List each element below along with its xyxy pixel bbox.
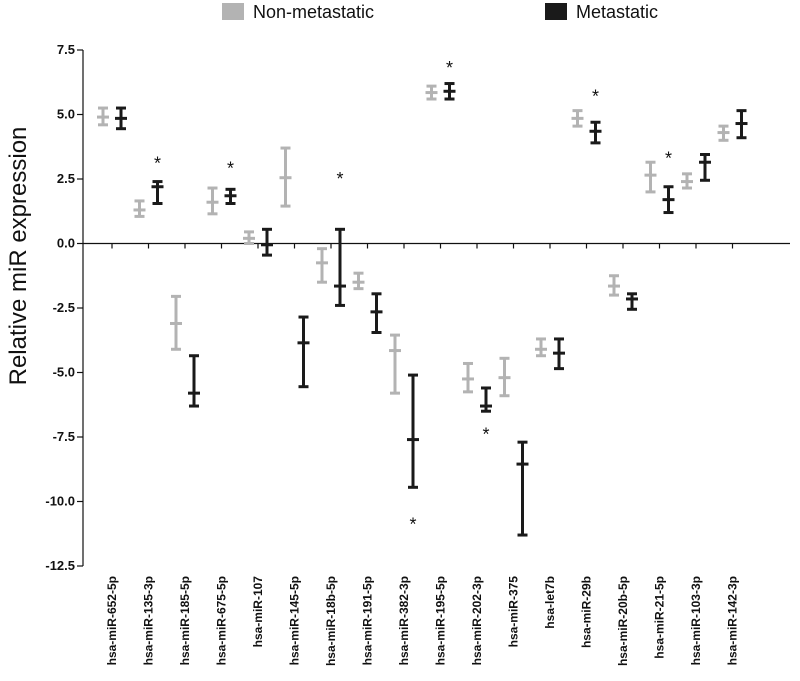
significance-star: * bbox=[154, 154, 161, 174]
x-category-label: hsa-miR-20b-5p bbox=[616, 576, 630, 666]
legend-swatch-metastatic bbox=[545, 3, 567, 20]
x-category-label: hsa-miR-18b-5p bbox=[324, 576, 338, 666]
x-category-label: hsa-miR-191-5p bbox=[361, 576, 375, 665]
x-category-label: hsa-miR-195-5p bbox=[434, 576, 448, 665]
x-category-label: hsa-miR-675-5p bbox=[215, 576, 229, 665]
significance-star: * bbox=[409, 515, 416, 535]
x-category-label: hsa-miR-103-3p bbox=[689, 576, 703, 665]
legend-label: Metastatic bbox=[576, 2, 658, 22]
y-tick-label: -5.0 bbox=[53, 365, 75, 380]
y-tick-label: 5.0 bbox=[57, 107, 75, 122]
legend: Non-metastatic Metastatic bbox=[222, 2, 658, 22]
significance-star: * bbox=[227, 159, 234, 179]
axes: 7.5 5.0 2.5 0.0 -2.5 -5.0 -7.5 -10.0 -12.5 hsa-mi… bbox=[45, 42, 790, 666]
y-tick-label: 7.5 bbox=[57, 42, 75, 57]
legend-label: Non-metastatic bbox=[253, 2, 374, 22]
y-tick-label: -10.0 bbox=[45, 494, 75, 509]
y-tick-label: -2.5 bbox=[53, 300, 75, 315]
significance-star: * bbox=[665, 148, 672, 168]
x-category-label: hsa-let7b bbox=[543, 576, 557, 629]
x-category-label: hsa-miR-21-5p bbox=[653, 576, 667, 659]
significance-star: * bbox=[336, 169, 343, 189]
series-metastatic bbox=[115, 82, 748, 537]
x-category-label: hsa-miR-135-3p bbox=[142, 576, 156, 665]
significance-star: * bbox=[446, 58, 453, 78]
x-category-label: hsa-miR-142-3p bbox=[726, 576, 740, 665]
x-category-label: hsa-miR-145-5p bbox=[288, 576, 302, 665]
y-tick-label: 0.0 bbox=[57, 236, 75, 251]
plot-area: * * * * * * * * bbox=[97, 58, 748, 537]
y-tick-label: 2.5 bbox=[57, 171, 75, 186]
x-category-label: hsa-miR-652-5p bbox=[105, 576, 119, 665]
x-category-label: hsa-miR-29b bbox=[580, 576, 594, 648]
legend-swatch-non-metastatic bbox=[222, 3, 244, 20]
y-axis-label: Relative miR expression bbox=[5, 127, 32, 386]
series-non-metastatic bbox=[97, 84, 730, 398]
x-category-label: hsa-miR-375 bbox=[507, 576, 521, 648]
x-category-label: hsa-miR-107 bbox=[251, 576, 265, 648]
significance-star: * bbox=[592, 86, 599, 106]
x-category-label: hsa-miR-185-5p bbox=[178, 576, 192, 665]
x-category-label: hsa-miR-382-3p bbox=[397, 576, 411, 665]
y-tick-label: -7.5 bbox=[53, 429, 75, 444]
y-tick-label: -12.5 bbox=[45, 558, 75, 573]
x-category-label: hsa-miR-202-3p bbox=[470, 576, 484, 665]
significance-star: * bbox=[482, 424, 489, 444]
